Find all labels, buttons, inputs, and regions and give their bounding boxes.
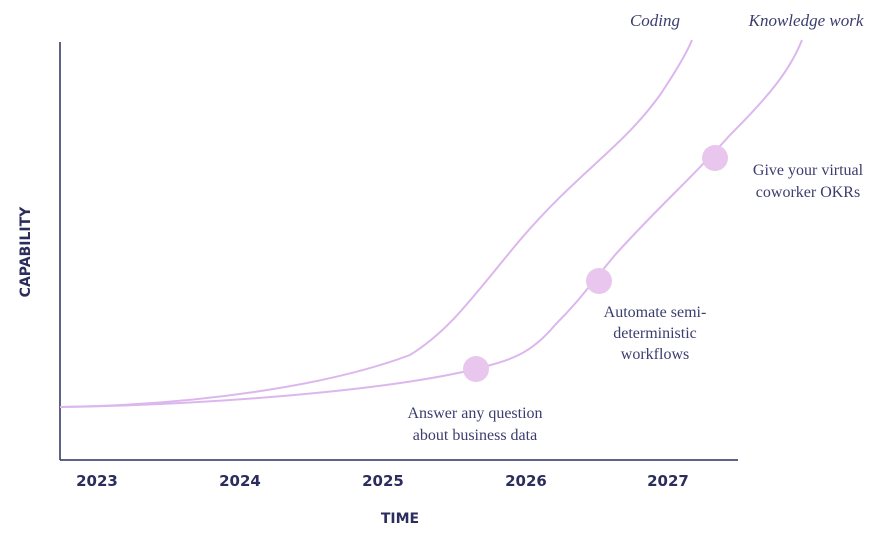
curve-label: Knowledge work: [748, 11, 864, 30]
milestone-label: deterministic: [613, 325, 697, 342]
knowledge-curve: [59, 39, 803, 408]
year-label: 2025: [362, 472, 404, 490]
coding-curve: [59, 39, 693, 408]
milestone-label: Answer any question: [407, 405, 542, 422]
y-axis-label: CAPABILITY: [18, 206, 34, 297]
milestone-label: about business data: [413, 427, 537, 444]
year-label: 2023: [76, 472, 118, 490]
milestone-label: Give your virtual: [753, 162, 864, 179]
milestone-dot: [702, 145, 728, 171]
x-axis-label: TIME: [381, 511, 419, 527]
milestone-label: coworker OKRs: [756, 184, 860, 201]
year-label: 2024: [219, 472, 261, 490]
milestone-dot: [463, 356, 489, 382]
milestone-dot: [586, 268, 612, 294]
year-label: 2027: [647, 472, 689, 490]
milestone-label: workflows: [621, 346, 689, 363]
year-label: 2026: [505, 472, 547, 490]
curve-label: Coding: [630, 11, 680, 30]
milestone-label: Automate semi-: [604, 304, 707, 321]
